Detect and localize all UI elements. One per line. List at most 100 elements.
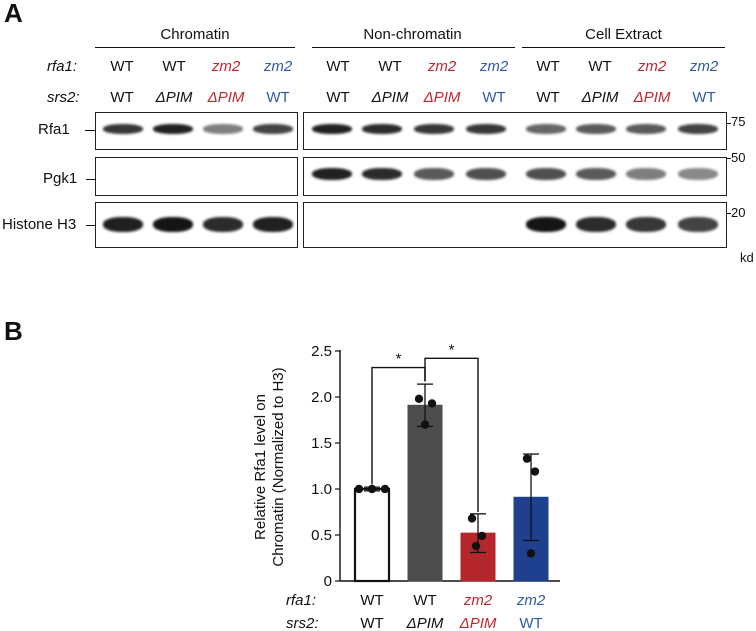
unit-kd: kd bbox=[740, 250, 754, 265]
significance-star-1: * bbox=[396, 351, 402, 368]
lane-label-rfa1-g3-l3: zm2 bbox=[637, 58, 667, 75]
band-1-4 bbox=[253, 124, 293, 134]
x-row-label-srs2: srs2: bbox=[286, 615, 319, 631]
blot-tick-rfa1 bbox=[85, 130, 95, 131]
bar-1 bbox=[353, 487, 391, 583]
data-point-2-2 bbox=[427, 399, 437, 408]
band-3-4 bbox=[253, 217, 293, 232]
band-2-6 bbox=[362, 168, 402, 180]
marker-20: 20 bbox=[731, 205, 746, 220]
marker-tick-50 bbox=[727, 158, 731, 159]
lane-label-rfa1-g2-l1: WT bbox=[326, 58, 350, 75]
band-3-9 bbox=[526, 217, 566, 232]
lane-label-srs2-g1-l2: ΔPIM bbox=[155, 89, 193, 106]
marker-50: 50 bbox=[731, 150, 746, 165]
group-header-cell-extract: Cell Extract bbox=[585, 26, 662, 43]
lane-label-rfa1-g2-l2: WT bbox=[378, 58, 402, 75]
band-1-5 bbox=[312, 124, 352, 134]
x-tick-label-rfa1-3: zm2 bbox=[463, 592, 493, 609]
group-header-chromatin: Chromatin bbox=[160, 26, 230, 43]
group-line-chromatin bbox=[95, 47, 295, 48]
data-point-2-3 bbox=[420, 420, 430, 429]
band-1-3 bbox=[203, 124, 243, 134]
lane-label-rfa1-g3-l1: WT bbox=[536, 58, 560, 75]
marker-tick-20 bbox=[727, 213, 731, 214]
x-row-label-rfa1: rfa1: bbox=[286, 592, 316, 609]
band-3-1 bbox=[103, 217, 143, 232]
blot-tick-pgk1 bbox=[86, 179, 95, 180]
data-point-3-1 bbox=[467, 514, 477, 523]
lane-label-rfa1-g1-l3: zm2 bbox=[211, 58, 241, 75]
group-line-cell-extract bbox=[522, 47, 725, 48]
blot-tick-histone-h3 bbox=[86, 225, 95, 226]
lane-label-rfa1-g2-l3: zm2 bbox=[427, 58, 457, 75]
band-1-9 bbox=[526, 124, 566, 134]
lane-label-srs2-g1-l3: ΔPIM bbox=[207, 89, 245, 106]
row-label-srs2: srs2: bbox=[47, 89, 80, 106]
y-tick-label: 1.0 bbox=[311, 481, 332, 498]
lane-label-srs2-g2-l1: WT bbox=[326, 89, 350, 106]
y-tick-label: 0 bbox=[324, 573, 332, 590]
x-tick-label-srs2-1: WT bbox=[360, 615, 383, 631]
x-tick-label-rfa1-2: WT bbox=[413, 592, 436, 609]
panel-a-letter: A bbox=[4, 0, 23, 28]
lane-label-rfa1-g1-l4: zm2 bbox=[263, 58, 293, 75]
lane-label-srs2-g2-l2: ΔPIM bbox=[371, 89, 409, 106]
band-2-10 bbox=[576, 168, 616, 180]
band-3-11 bbox=[626, 217, 666, 232]
x-tick-label-srs2-4: WT bbox=[519, 615, 542, 631]
y-axis-label-line2: Chromatin (Normalized to H3) bbox=[270, 367, 287, 566]
band-1-7 bbox=[414, 124, 454, 134]
lane-label-rfa1-g2-l4: zm2 bbox=[479, 58, 509, 75]
y-tick-label: 2.5 bbox=[311, 343, 332, 360]
band-1-10 bbox=[576, 124, 616, 134]
blot-label-rfa1: Rfa1 bbox=[38, 121, 70, 138]
lane-label-rfa1-g1-l1: WT bbox=[110, 58, 134, 75]
blot-label-pgk1: Pgk1 bbox=[43, 170, 78, 187]
data-point-1-2 bbox=[367, 484, 377, 494]
band-1-8 bbox=[466, 124, 506, 134]
row-label-rfa1: rfa1: bbox=[47, 58, 78, 75]
y-tick-label: 0.5 bbox=[311, 527, 332, 544]
blot-pgk1-chromatin bbox=[95, 157, 298, 196]
band-2-8 bbox=[466, 168, 506, 180]
marker-tick-75 bbox=[727, 123, 731, 124]
lane-label-srs2-g2-l4: WT bbox=[482, 89, 506, 106]
band-2-9 bbox=[526, 168, 566, 180]
band-1-11 bbox=[626, 124, 666, 134]
band-3-3 bbox=[203, 217, 243, 232]
x-tick-label-rfa1-4: zm2 bbox=[516, 592, 546, 609]
x-tick-label-srs2-3: ΔPIM bbox=[459, 615, 497, 631]
band-1-6 bbox=[362, 124, 402, 134]
band-2-5 bbox=[312, 168, 352, 180]
x-tick-label-rfa1-1: WT bbox=[360, 592, 383, 609]
lane-label-srs2-g3-l3: ΔPIM bbox=[633, 89, 671, 106]
marker-75: 75 bbox=[731, 114, 746, 129]
panel-b-letter: B bbox=[4, 316, 23, 346]
bar-2 bbox=[407, 404, 443, 582]
lane-label-srs2-g3-l4: WT bbox=[692, 89, 716, 106]
band-2-12 bbox=[678, 168, 718, 180]
data-point-3-2 bbox=[477, 531, 487, 541]
band-2-7 bbox=[414, 168, 454, 180]
lane-label-srs2-g3-l1: WT bbox=[536, 89, 560, 106]
y-axis-label-line1: Relative Rfa1 level on bbox=[252, 394, 269, 540]
data-point-1-3 bbox=[380, 484, 390, 494]
significance-bracket-2 bbox=[424, 357, 479, 512]
bar-chart: 0 0.5 1.0 1.5 2.0 2.5 Relative Rfa1 level on Ch… bbox=[252, 341, 560, 631]
band-3-2 bbox=[153, 217, 193, 232]
data-point-2-1 bbox=[414, 394, 424, 404]
x-tick-label-srs2-2: ΔPIM bbox=[406, 615, 444, 631]
lane-label-rfa1-g3-l4: zm2 bbox=[689, 58, 719, 75]
significance-star-2: * bbox=[449, 341, 455, 358]
data-point-3-3 bbox=[471, 541, 481, 551]
band-1-1 bbox=[103, 124, 143, 134]
band-3-10 bbox=[576, 217, 616, 232]
band-3-12 bbox=[678, 217, 718, 232]
data-point-4-1 bbox=[522, 454, 532, 463]
lane-label-srs2-g2-l3: ΔPIM bbox=[423, 89, 461, 106]
band-1-12 bbox=[678, 124, 718, 134]
lane-label-srs2-g1-l1: WT bbox=[110, 89, 134, 106]
data-point-1-1 bbox=[354, 484, 364, 494]
group-line-non-chromatin bbox=[312, 47, 515, 48]
